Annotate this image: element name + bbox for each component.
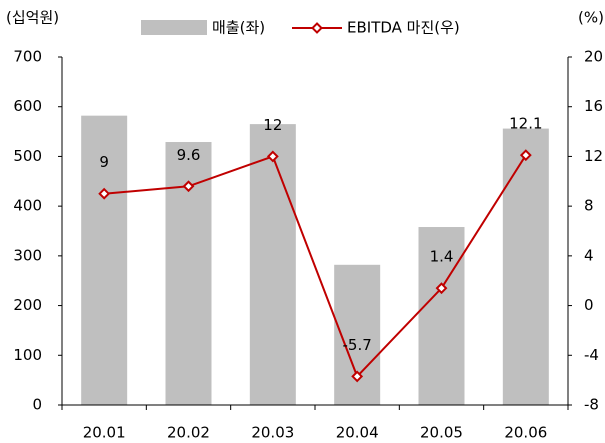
y-tick-label: 400 (13, 197, 42, 215)
bar (418, 227, 465, 405)
y-tick-label: 0 (32, 396, 42, 414)
x-tick-label: 20.02 (167, 424, 210, 442)
line (104, 154, 527, 379)
x-tick-label: 20.06 (504, 424, 547, 442)
line-marker (98, 187, 111, 200)
line-marker (311, 22, 323, 34)
data-label: 12.1 (509, 115, 542, 133)
data-label: 9 (99, 153, 109, 171)
y2-axis-title: (%) (578, 9, 604, 27)
line-marker (266, 150, 279, 163)
data-label: 1.4 (430, 248, 454, 266)
x-tick-label: 20.01 (83, 424, 126, 442)
line-marker (182, 180, 195, 193)
x-tick-label: 20.03 (251, 424, 294, 442)
y-tick-label: 300 (13, 246, 42, 264)
y-axis-title: (십억원) (6, 9, 59, 27)
line-marker (435, 282, 448, 295)
y2-tick-label: 8 (584, 197, 594, 215)
legend-label: EBITDA 마진(우) (347, 19, 460, 37)
x-tick-label: 20.05 (420, 424, 463, 442)
line-marker (519, 149, 532, 162)
bar (81, 115, 128, 406)
y2-tick-label: 16 (584, 97, 603, 115)
y2-tick-label: 0 (584, 296, 594, 314)
y2-tick-label: -4 (584, 346, 599, 364)
y2-tick-label: 12 (584, 147, 603, 165)
legend-label: 매출(좌) (212, 19, 265, 37)
bar (249, 124, 296, 405)
y-tick-label: 100 (13, 346, 42, 364)
x-tick-label: 20.04 (336, 424, 379, 442)
y-tick-label: 500 (13, 147, 42, 165)
legend-swatch (141, 20, 207, 35)
data-label: -5.7 (343, 336, 372, 354)
y-tick-label: 700 (13, 48, 42, 66)
data-label: 12 (263, 116, 282, 134)
y-tick-label: 200 (13, 296, 42, 314)
bar (502, 128, 549, 406)
y2-tick-label: -8 (584, 396, 599, 414)
data-label: 9.6 (177, 146, 201, 164)
line-marker (351, 370, 364, 383)
y2-tick-label: 4 (584, 246, 594, 264)
y-tick-label: 600 (13, 97, 42, 115)
y2-tick-label: 20 (584, 48, 603, 66)
